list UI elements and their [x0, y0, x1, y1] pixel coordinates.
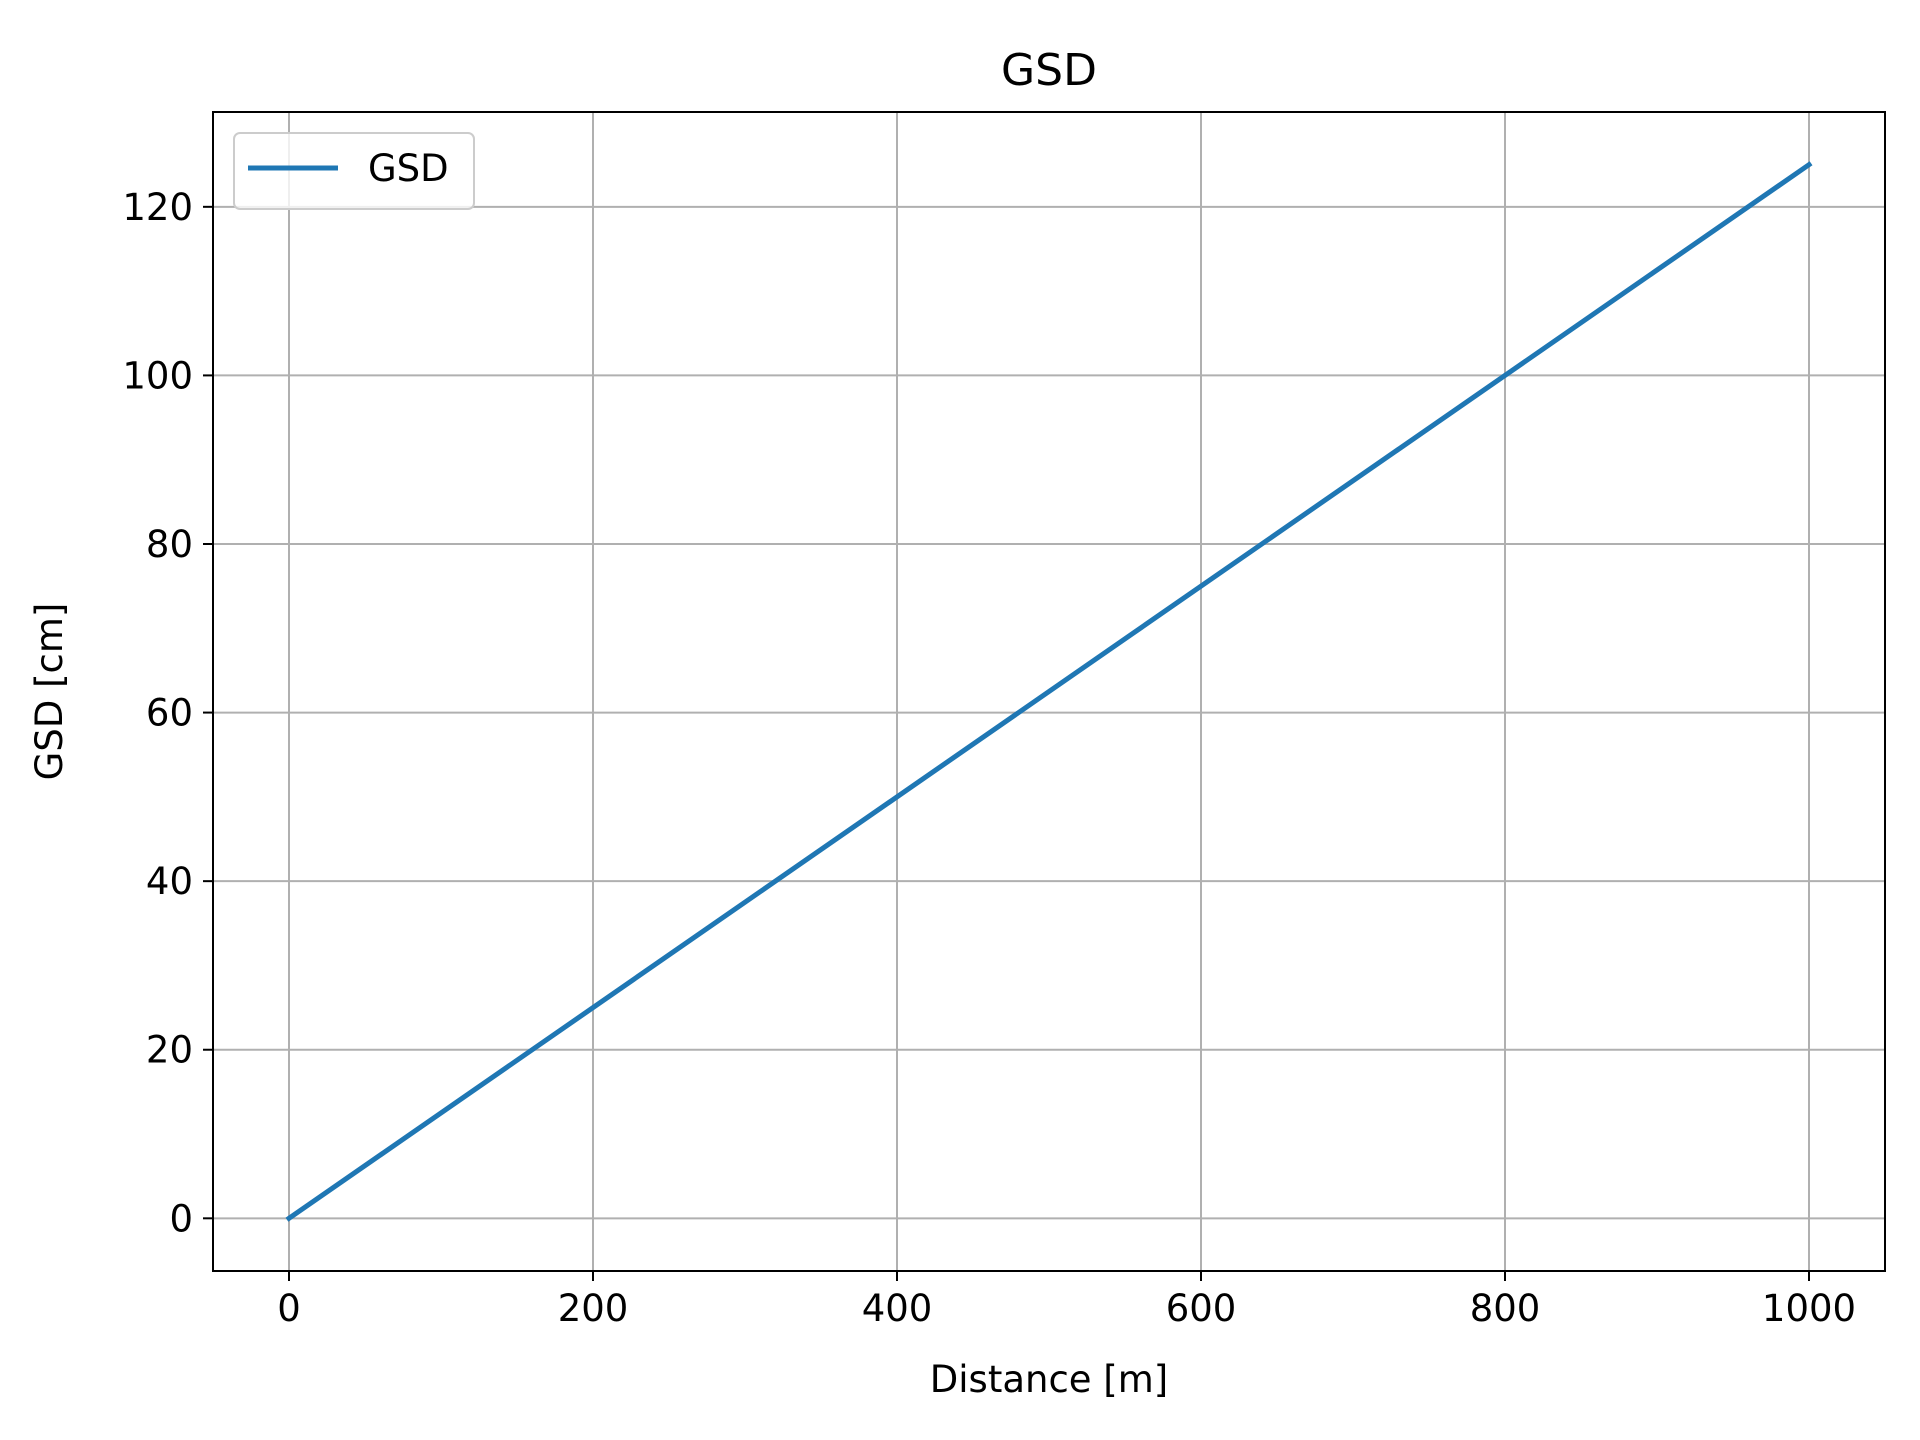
series-layer [285, 161, 1813, 1222]
y-tick-label: 100 [122, 354, 193, 397]
plot-frame [212, 111, 1886, 1272]
series-line-gsd [285, 161, 1813, 1222]
y-tick-label: 40 [146, 860, 193, 903]
chart-title: GSD [1001, 45, 1097, 96]
y-tick-label: 120 [122, 186, 193, 229]
x-tick-label: 600 [1166, 1287, 1237, 1330]
y-tick-label: 80 [146, 523, 193, 566]
legend: GSD [233, 132, 475, 210]
y-tick-label: 60 [146, 692, 193, 735]
y-axis-label: GSD [cm] [28, 603, 71, 781]
x-axis-label: Distance [m] [930, 1358, 1168, 1401]
x-tick-label: 200 [558, 1287, 629, 1330]
x-tick-label: 1000 [1762, 1287, 1856, 1330]
x-tick-label: 800 [1470, 1287, 1541, 1330]
y-tick-label: 0 [169, 1197, 193, 1240]
x-tick-label: 0 [277, 1287, 301, 1330]
grid-lines [213, 112, 1885, 1271]
legend-box [233, 132, 475, 210]
x-tick-label: 400 [862, 1287, 933, 1330]
legend-label-gsd: GSD [368, 147, 449, 190]
axis-ticks: 0 200 400 600 800 1000 0 20 40 60 80 100 120 [122, 186, 1856, 1330]
y-tick-label: 20 [146, 1029, 193, 1072]
